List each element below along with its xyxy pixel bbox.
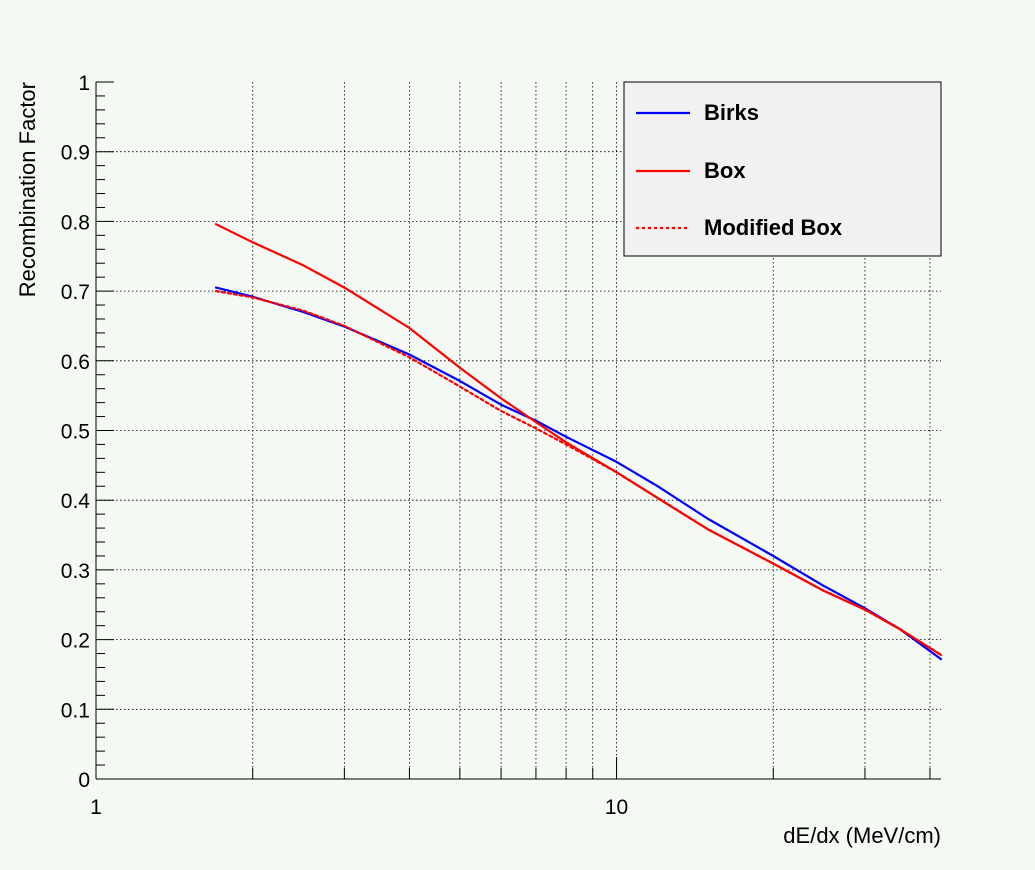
grid xyxy=(96,82,941,779)
y-tick-label: 0.6 xyxy=(61,351,90,374)
y-tick-label: 0.4 xyxy=(61,490,91,513)
series-lines xyxy=(214,223,943,661)
x-axis-title: dE/dx (MeV/cm) xyxy=(783,823,941,848)
axis-ticks xyxy=(95,81,931,780)
y-tick-label: 0.7 xyxy=(61,281,90,304)
y-tick-label: 0.8 xyxy=(61,211,90,234)
y-tick-label: 1 xyxy=(78,72,90,95)
y-tick-label: 0.9 xyxy=(61,142,90,165)
x-tick-label: 1 xyxy=(90,796,102,819)
y-tick-label: 0.3 xyxy=(61,560,90,583)
y-tick-label: 0.1 xyxy=(61,699,90,722)
y-tick-label: 0 xyxy=(78,769,90,792)
legend: Birks Box Modified Box xyxy=(623,81,942,257)
legend-box xyxy=(623,81,942,257)
legend-label-birks: Birks xyxy=(704,100,759,125)
series-line-modified-box xyxy=(214,290,943,657)
y-tick-label: 0.5 xyxy=(61,421,90,444)
y-axis-title: Recombination Factor xyxy=(15,82,40,297)
tick-labels: 0 0.1 0.2 0.3 0.4 0.5 0.6 0.7 0.8 0.9 1 1 10 xyxy=(61,72,628,819)
legend-label-modified-box: Modified Box xyxy=(704,215,843,240)
legend-label-box: Box xyxy=(704,158,746,183)
y-tick-label: 0.2 xyxy=(61,630,90,653)
series-line-birks xyxy=(214,286,943,661)
x-tick-label: 10 xyxy=(605,796,628,819)
